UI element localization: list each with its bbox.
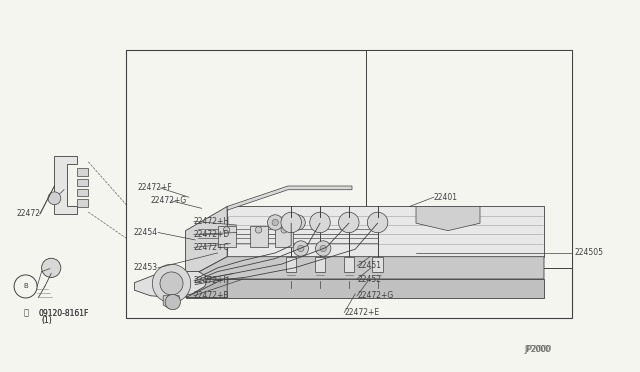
Bar <box>275 226 293 247</box>
Polygon shape <box>186 279 544 298</box>
Circle shape <box>294 219 301 226</box>
Text: 22472+E: 22472+E <box>344 308 380 317</box>
Bar <box>218 226 236 247</box>
Polygon shape <box>77 179 88 186</box>
Circle shape <box>298 245 304 252</box>
Circle shape <box>152 264 191 303</box>
Text: 22452: 22452 <box>357 275 381 283</box>
Text: 22472+F: 22472+F <box>138 183 172 192</box>
Circle shape <box>311 215 326 230</box>
Polygon shape <box>227 206 544 257</box>
Circle shape <box>160 272 183 295</box>
Circle shape <box>14 275 37 298</box>
Text: 22472+C: 22472+C <box>194 243 230 252</box>
Text: Ⓑ: Ⓑ <box>23 309 28 318</box>
Bar <box>366 50 572 268</box>
Circle shape <box>367 212 388 233</box>
Text: 22472+G: 22472+G <box>150 196 187 205</box>
Bar <box>315 257 325 272</box>
Circle shape <box>320 245 326 252</box>
Circle shape <box>281 227 287 233</box>
Bar <box>250 226 268 247</box>
Circle shape <box>272 219 278 226</box>
Circle shape <box>290 215 305 230</box>
Polygon shape <box>186 277 227 298</box>
Polygon shape <box>54 156 77 214</box>
Circle shape <box>316 241 331 256</box>
Text: 22453: 22453 <box>134 263 158 272</box>
Bar <box>286 257 296 272</box>
Text: 22472+D: 22472+D <box>194 230 230 239</box>
Text: 22472+H: 22472+H <box>194 217 230 226</box>
Text: 22454: 22454 <box>134 228 158 237</box>
Polygon shape <box>77 189 88 196</box>
Circle shape <box>268 215 283 230</box>
Circle shape <box>255 227 262 233</box>
Text: 22451: 22451 <box>357 262 381 270</box>
Text: (1): (1) <box>42 316 52 325</box>
Text: (1): (1) <box>42 316 52 325</box>
Text: 22472+H: 22472+H <box>194 276 230 285</box>
Circle shape <box>316 219 322 226</box>
Circle shape <box>293 241 308 256</box>
Circle shape <box>165 294 180 310</box>
Text: 22472+B: 22472+B <box>194 291 229 300</box>
Text: 224505: 224505 <box>574 248 603 257</box>
Text: JP2000: JP2000 <box>525 345 551 354</box>
Circle shape <box>281 212 301 233</box>
Text: 22472: 22472 <box>17 209 40 218</box>
Text: B: B <box>23 283 28 289</box>
Bar <box>344 257 354 272</box>
Circle shape <box>48 192 61 205</box>
Circle shape <box>42 258 61 278</box>
Polygon shape <box>227 186 352 210</box>
Polygon shape <box>77 199 88 207</box>
Circle shape <box>339 212 359 233</box>
Polygon shape <box>163 296 179 309</box>
Circle shape <box>223 227 230 233</box>
Polygon shape <box>134 272 208 298</box>
Polygon shape <box>186 206 227 279</box>
Text: JP2000: JP2000 <box>525 345 551 354</box>
Bar <box>126 50 572 318</box>
Bar <box>372 257 383 272</box>
Text: 22401: 22401 <box>434 193 458 202</box>
Text: 09120-8161F: 09120-8161F <box>38 309 89 318</box>
Polygon shape <box>186 257 544 279</box>
Polygon shape <box>77 168 88 176</box>
Text: 09120-8161F: 09120-8161F <box>38 309 89 318</box>
Text: 22472+G: 22472+G <box>357 291 394 300</box>
Circle shape <box>310 212 330 233</box>
Polygon shape <box>416 206 480 231</box>
